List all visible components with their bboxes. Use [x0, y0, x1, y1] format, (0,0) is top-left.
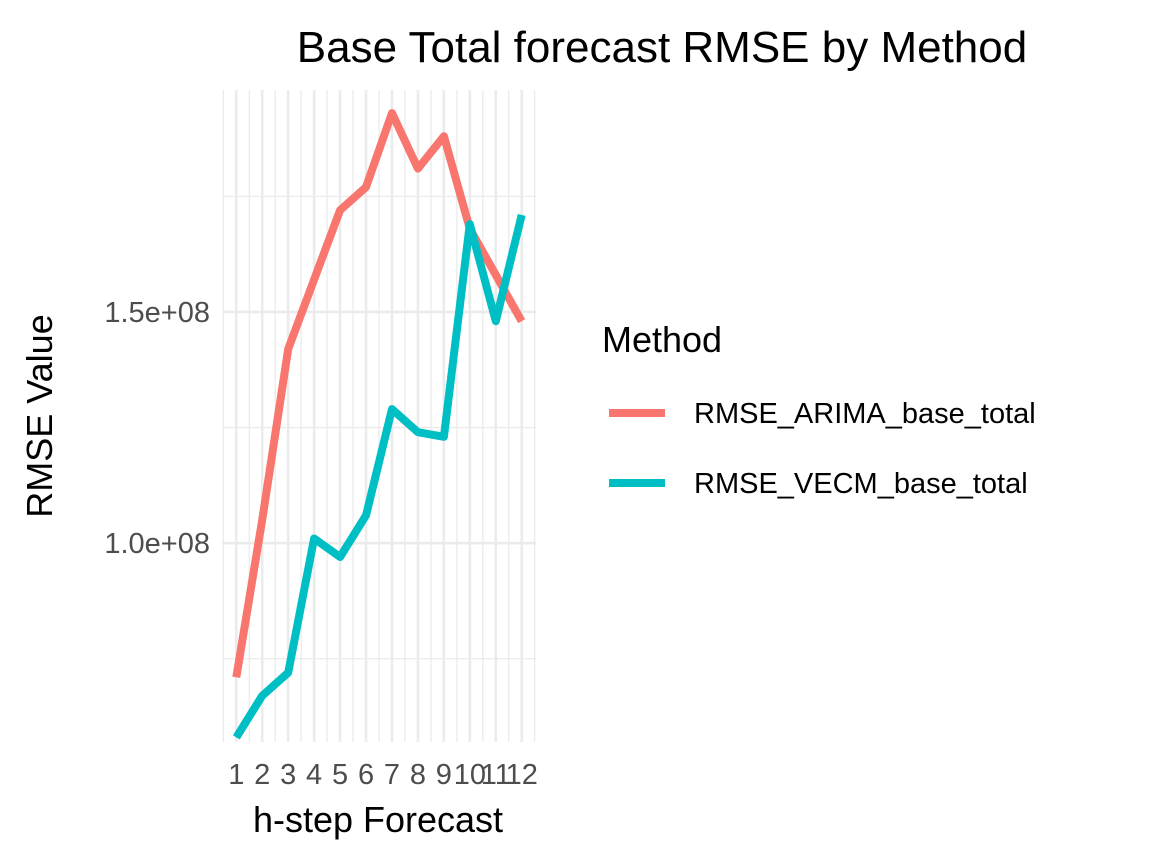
y-axis-title: RMSE Value: [19, 314, 60, 517]
x-tick-label: 4: [306, 759, 322, 791]
grid-lines: [222, 90, 536, 742]
series-lines: [232, 109, 526, 740]
x-tick-label: 10: [454, 759, 486, 791]
legend-label: RMSE_VECM_base_total: [694, 468, 1028, 500]
x-axis-title: h-step Forecast: [253, 799, 503, 840]
legend: Method RMSE_ARIMA_base_total RMSE_VECM_ba…: [602, 319, 1036, 500]
y-tick-label: 1.0e+08: [104, 528, 210, 560]
x-tick-label: 11: [481, 759, 511, 791]
x-tick-label: 7: [384, 759, 400, 791]
legend-title: Method: [602, 319, 722, 360]
legend-label: RMSE_ARIMA_base_total: [694, 398, 1036, 430]
x-tick-label: 5: [332, 759, 348, 791]
series-line-2: [232, 213, 526, 740]
x-tick-label: 9: [436, 759, 452, 791]
x-tick-label: 6: [358, 759, 374, 791]
legend-items: RMSE_ARIMA_base_total RMSE_VECM_base_tota…: [609, 398, 1036, 500]
x-tick-label: 2: [254, 759, 270, 791]
x-tick-label: 3: [280, 759, 296, 791]
x-tick-label: 1: [228, 759, 244, 791]
x-tick-label: 12: [506, 759, 538, 791]
chart-title: Base Total forecast RMSE by Method: [297, 23, 1027, 72]
y-tick-label: 1.5e+08: [104, 297, 210, 329]
x-tick-label: 8: [410, 759, 426, 791]
y-axis-ticks: 1.0e+08 1.5e+08: [104, 297, 210, 560]
